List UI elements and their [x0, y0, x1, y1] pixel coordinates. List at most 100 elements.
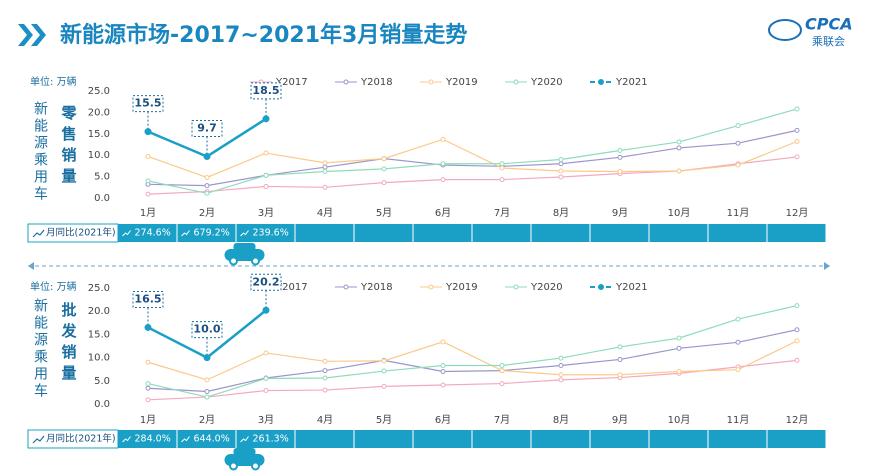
- yoy-cell: [708, 430, 767, 448]
- data-point: [144, 128, 152, 136]
- label-box: [191, 119, 223, 137]
- x-tick-label: 2月: [199, 207, 215, 219]
- x-tick-label: 4月: [317, 414, 333, 426]
- data-point: [558, 355, 564, 361]
- data-point: [145, 359, 151, 365]
- yoy-cell: [118, 430, 177, 448]
- series-line: [147, 129, 798, 187]
- x-tick-label: 3月: [258, 414, 274, 426]
- legend-label: Y2018: [360, 282, 393, 293]
- data-point: [322, 164, 328, 170]
- data-point: [204, 190, 210, 196]
- data-point: [499, 161, 505, 167]
- data-point: [263, 150, 269, 156]
- data-point: [735, 140, 741, 146]
- yoy-cell: [472, 224, 531, 242]
- yoy-cell: [177, 224, 236, 242]
- label-box: [250, 82, 282, 100]
- legend-marker: [598, 284, 604, 290]
- logo-subtext: 乘联会: [812, 35, 845, 48]
- x-tick-label: 11月: [727, 207, 750, 219]
- yoy-label-cell: [27, 223, 119, 243]
- data-point: [735, 316, 741, 322]
- data-point: [794, 139, 800, 145]
- data-label: 20.2: [252, 275, 279, 288]
- legend-label: Y2017: [275, 77, 308, 88]
- legend-marker: [513, 79, 519, 85]
- legend-label: Y2017: [275, 282, 308, 293]
- data-point: [617, 154, 623, 160]
- y-tick-label: 5.0: [94, 172, 110, 183]
- trend-icon: [32, 435, 45, 444]
- data-point: [381, 358, 387, 364]
- data-point: [735, 162, 741, 168]
- series-line: [147, 329, 798, 393]
- yoy-value: 644.0%: [194, 434, 230, 445]
- data-point: [794, 338, 800, 344]
- yoy-cell: [590, 224, 649, 242]
- data-point: [558, 168, 564, 174]
- yoy-cell: [354, 430, 413, 448]
- data-label: 15.5: [134, 97, 161, 110]
- data-point: [558, 161, 564, 167]
- y-tick-label: 20.0: [88, 306, 110, 317]
- data-point: [794, 154, 800, 160]
- data-point: [558, 377, 564, 383]
- data-point: [322, 375, 328, 381]
- label-box: [132, 290, 164, 308]
- unit-label: 单位: 万辆: [30, 75, 77, 88]
- yoy-cell: [590, 430, 649, 448]
- data-point: [440, 362, 446, 368]
- yoy-label-cell: [27, 429, 119, 449]
- data-point: [558, 372, 564, 378]
- x-tick-label: 3月: [258, 207, 274, 219]
- y-tick-label: 15.0: [88, 129, 110, 140]
- x-tick-label: 5月: [376, 207, 392, 219]
- data-point: [145, 381, 151, 387]
- data-point: [676, 168, 682, 174]
- data-point: [145, 385, 151, 391]
- logo-text: CPCA: [805, 15, 853, 34]
- data-point: [381, 166, 387, 172]
- x-tick-label: 10月: [668, 414, 691, 426]
- trend-icon: [122, 230, 131, 237]
- legend-marker: [598, 79, 604, 85]
- x-tick-label: 11月: [727, 414, 750, 426]
- series-line: [147, 340, 798, 381]
- legend-label: Y2021: [615, 282, 648, 293]
- y-tick-label: 25.0: [88, 283, 110, 294]
- label-box: [191, 321, 223, 339]
- yoy-cell: [236, 224, 295, 242]
- data-point: [204, 377, 210, 383]
- data-point: [262, 306, 270, 314]
- data-point: [381, 368, 387, 374]
- x-tick-label: 8月: [553, 414, 569, 426]
- legend-marker: [513, 284, 519, 290]
- yoy-cell: [413, 224, 472, 242]
- y-tick-label: 5.0: [94, 376, 110, 387]
- data-point: [794, 106, 800, 112]
- yoy-cell: [472, 430, 531, 448]
- data-point: [381, 383, 387, 389]
- data-point: [735, 367, 741, 373]
- label-box: [132, 95, 164, 113]
- yoy-cell: [118, 224, 177, 242]
- side-label: 新能源乘用车: [32, 298, 48, 400]
- data-point: [617, 372, 623, 378]
- yoy-cell: [295, 430, 354, 448]
- yoy-cell: [531, 430, 590, 448]
- data-point: [145, 153, 151, 159]
- data-point: [558, 362, 564, 368]
- yoy-cell: [767, 224, 826, 242]
- data-point: [381, 180, 387, 186]
- data-point: [145, 178, 151, 184]
- data-label: 10.0: [193, 323, 220, 336]
- x-tick-label: 10月: [668, 207, 691, 219]
- data-point: [440, 369, 446, 375]
- x-tick-label: 6月: [435, 207, 451, 219]
- legend-label: Y2020: [530, 77, 563, 88]
- yoy-value: 284.0%: [135, 434, 171, 445]
- legend-marker: [343, 284, 349, 290]
- data-point: [676, 139, 682, 145]
